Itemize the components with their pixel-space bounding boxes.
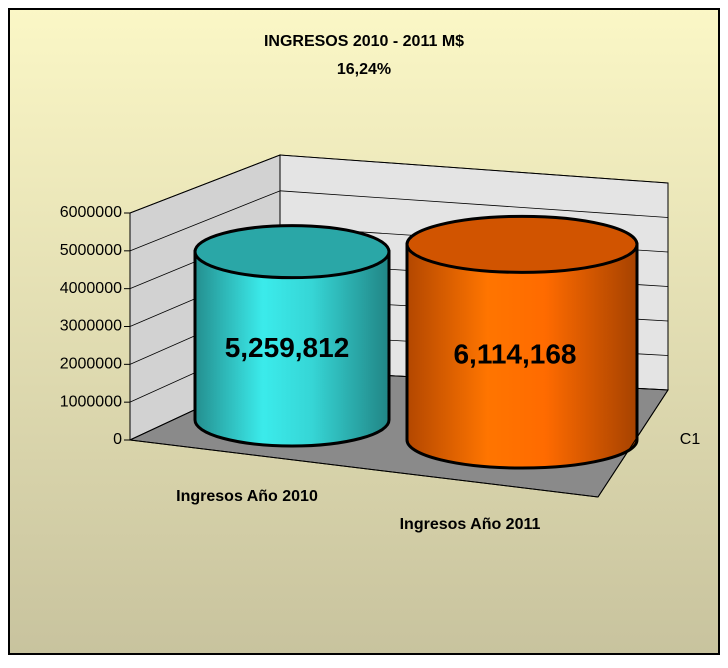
x-tick-label: Ingresos Año 2011 — [400, 516, 541, 533]
y-tick-label: 3000000 — [60, 318, 122, 335]
cylinder-top — [405, 214, 639, 274]
y-tick-label: 0 — [113, 431, 122, 448]
y-tick-label: 6000000 — [60, 204, 122, 221]
chart-subtitle: 16,24% — [337, 61, 391, 78]
value-label: 6,114,168 — [453, 339, 576, 370]
x-tick-label: Ingresos Año 2010 — [176, 488, 318, 505]
y-tick-label: 4000000 — [60, 280, 122, 297]
chart-title: INGRESOS 2010 - 2011 M$ — [264, 33, 464, 50]
cylinder-body — [405, 242, 639, 470]
grid-line — [129, 154, 281, 214]
grid-line — [279, 190, 669, 218]
grid-line — [279, 154, 669, 184]
x-axis — [129, 439, 599, 498]
series-label: C1 — [680, 431, 701, 448]
cylinder-body — [193, 250, 391, 448]
y-tick-label: 1000000 — [60, 393, 122, 410]
z-axis — [597, 389, 669, 498]
grid-line — [129, 190, 281, 252]
marks — [193, 214, 639, 470]
y-tick-label: 2000000 — [60, 356, 122, 373]
y-tick-label: 5000000 — [60, 242, 122, 259]
cylinder-top — [193, 224, 391, 280]
value-label: 5,259,812 — [225, 332, 350, 363]
